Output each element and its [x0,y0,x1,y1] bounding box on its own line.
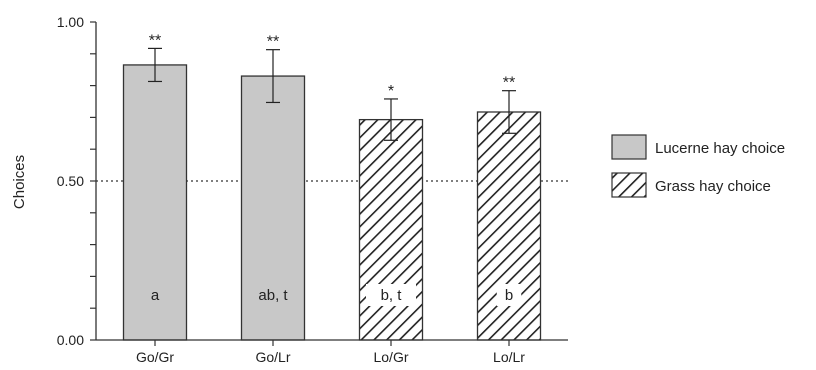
group-label: ab, t [258,287,288,304]
x-tick-label: Go/Gr [136,349,174,365]
y-tick-label: 1.00 [57,14,84,30]
significance-label: ** [503,75,515,92]
bars: ** a ** ab, t * b, t ** b [122,32,542,341]
group-label: b [505,287,513,304]
significance-label: * [388,83,394,100]
bar-go-lr [240,75,306,341]
legend-label-grass: Grass hay choice [655,178,771,195]
legend-swatch-lucerne [611,134,647,160]
group-label: b, t [381,287,403,304]
y-axis-title: Choices [11,155,28,209]
x-tick-label: Go/Lr [255,349,290,365]
bar-lo-gr [358,118,424,341]
legend-swatch-grass [611,172,647,198]
x-tick-label: Lo/Gr [373,349,408,365]
legend-label-lucerne: Lucerne hay choice [655,140,785,157]
axes: 0.00 0.50 1.00 Go/Gr Go/Lr Lo/Gr Lo/Lr [57,14,568,365]
y-tick-label: 0.00 [57,332,84,348]
significance-label: ** [149,32,161,49]
group-label-box [496,284,522,306]
y-tick-label: 0.50 [57,173,84,189]
group-label-box [366,284,416,306]
significance-label: ** [267,34,279,51]
legend: Lucerne hay choice Grass hay choice [611,134,785,198]
group-label: a [151,287,160,304]
x-tick-label: Lo/Lr [493,349,525,365]
